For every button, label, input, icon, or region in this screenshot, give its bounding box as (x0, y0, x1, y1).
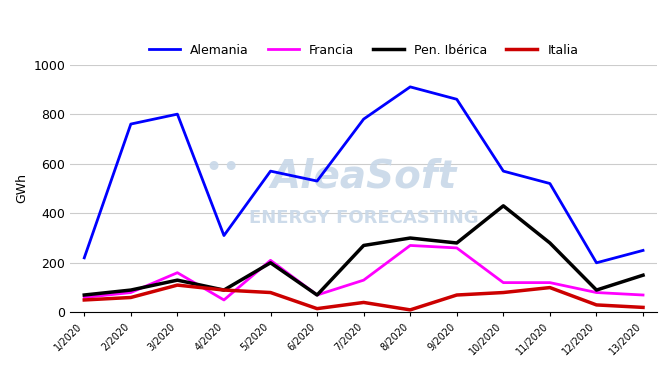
Francia (220, 298, 228, 302)
Italia (80, 298, 88, 302)
Alemania (360, 117, 368, 121)
Pen. Ibérica (406, 236, 414, 240)
Francia (127, 290, 135, 295)
Italia (127, 295, 135, 300)
Alemania (220, 233, 228, 238)
Italia (453, 293, 461, 297)
Alemania (173, 112, 181, 116)
Text: ENERGY FORECASTING: ENERGY FORECASTING (249, 209, 478, 227)
Y-axis label: GWh: GWh (15, 173, 28, 203)
Alemania (499, 169, 507, 173)
Line: Pen. Ibérica: Pen. Ibérica (84, 206, 643, 295)
Pen. Ibérica (639, 273, 647, 278)
Francia (499, 280, 507, 285)
Italia (406, 308, 414, 312)
Pen. Ibérica (593, 288, 601, 292)
Legend: Alemania, Francia, Pen. Ibérica, Italia: Alemania, Francia, Pen. Ibérica, Italia (144, 39, 583, 62)
Pen. Ibérica (313, 293, 321, 297)
Alemania (127, 122, 135, 126)
Pen. Ibérica (127, 288, 135, 292)
Alemania (406, 85, 414, 89)
Pen. Ibérica (173, 278, 181, 282)
Alemania (593, 260, 601, 265)
Pen. Ibérica (80, 293, 88, 297)
Pen. Ibérica (453, 241, 461, 245)
Francia (313, 293, 321, 297)
Pen. Ibérica (499, 203, 507, 208)
Italia (499, 290, 507, 295)
Italia (173, 283, 181, 287)
Francia (639, 293, 647, 297)
Francia (267, 258, 275, 263)
Text: ••: •• (205, 154, 241, 183)
Francia (360, 278, 368, 282)
Pen. Ibérica (267, 260, 275, 265)
Line: Italia: Italia (84, 285, 643, 310)
Pen. Ibérica (220, 288, 228, 292)
Pen. Ibérica (546, 241, 554, 245)
Alemania (639, 248, 647, 253)
Francia (593, 290, 601, 295)
Line: Francia: Francia (84, 246, 643, 300)
Italia (639, 305, 647, 310)
Italia (593, 303, 601, 307)
Alemania (80, 256, 88, 260)
Alemania (453, 97, 461, 102)
Alemania (546, 181, 554, 186)
Italia (267, 290, 275, 295)
Italia (546, 285, 554, 290)
Italia (220, 288, 228, 292)
Francia (546, 280, 554, 285)
Francia (453, 246, 461, 250)
Alemania (267, 169, 275, 173)
Francia (80, 295, 88, 300)
Line: Alemania: Alemania (84, 87, 643, 263)
Alemania (313, 179, 321, 183)
Francia (173, 270, 181, 275)
Pen. Ibérica (360, 243, 368, 248)
Text: AleaSoft: AleaSoft (270, 157, 457, 195)
Italia (360, 300, 368, 305)
Italia (313, 307, 321, 311)
Francia (406, 243, 414, 248)
